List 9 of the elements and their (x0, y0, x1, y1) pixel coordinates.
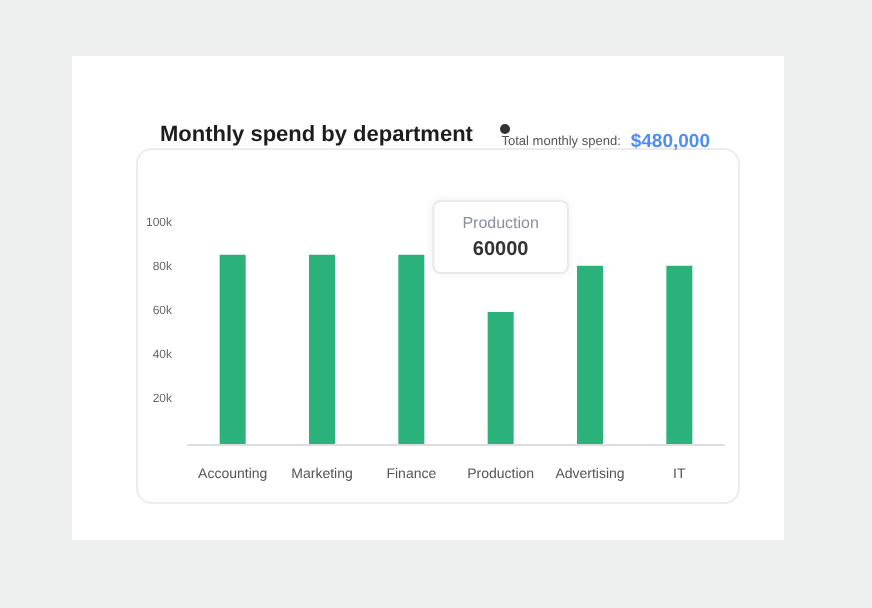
bar (219, 254, 246, 444)
bar (309, 254, 335, 444)
chart-title: Monthly spend by department (160, 123, 474, 147)
annotation: Production (462, 214, 539, 232)
bar (487, 312, 514, 444)
bar (666, 265, 693, 444)
bar (398, 254, 425, 444)
bar (577, 265, 603, 444)
data-label: 60000 (472, 239, 530, 261)
